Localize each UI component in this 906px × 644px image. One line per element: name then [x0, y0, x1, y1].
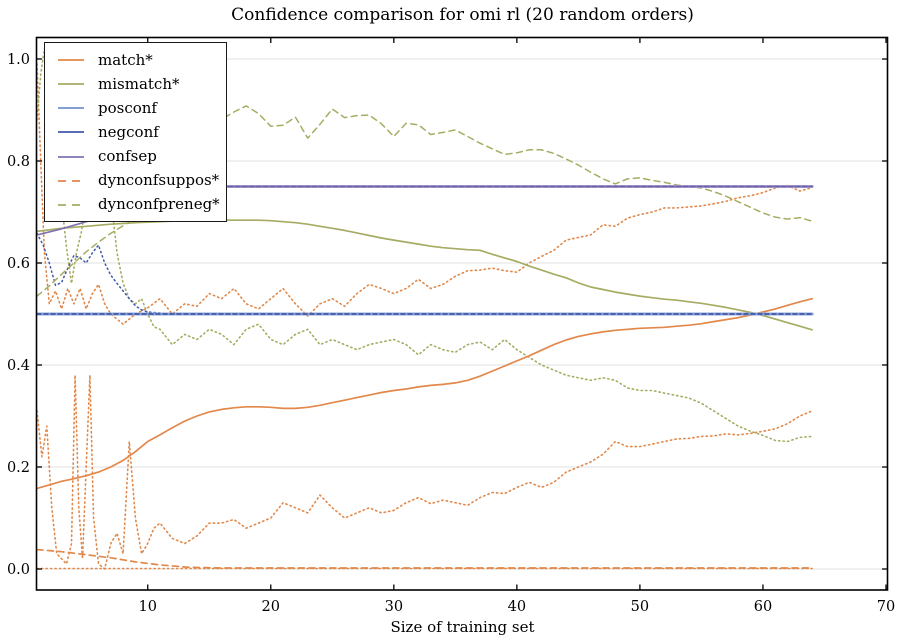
- legend-swatch-line: [58, 107, 84, 110]
- x-tick-label: 30: [385, 599, 403, 615]
- chart-title: Confidence comparison for omi rl (20 ran…: [231, 5, 694, 25]
- x-tick-label: 40: [508, 599, 526, 615]
- legend-item-confsep: confsep: [57, 145, 218, 169]
- x-tick-label: 70: [877, 599, 895, 615]
- legend: match* mismatch* posconf negconf confsep dync…: [44, 42, 227, 222]
- series-mismatch: [36, 218, 814, 331]
- series-match-lower-band: [36, 374, 813, 570]
- x-tick-label: 60: [754, 599, 772, 615]
- x-tick-label: 50: [631, 599, 649, 615]
- legend-swatch-line: [58, 204, 84, 206]
- y-tick-label: 1.0: [7, 52, 30, 68]
- legend-swatch-line: [58, 83, 84, 86]
- legend-item-negconf: negconf: [57, 120, 218, 144]
- y-tick-label: 0.2: [7, 460, 30, 476]
- y-tick-label: 0.8: [7, 154, 30, 170]
- legend-item-dynconfsuppos: dynconfsuppos*: [57, 169, 220, 193]
- legend-label: mismatch*: [98, 74, 180, 93]
- series-dynconfsuppos: [36, 548, 814, 569]
- legend-swatch-line: [58, 131, 84, 134]
- legend-label: dynconfsuppos*: [98, 171, 220, 190]
- x-tick-label: 20: [262, 599, 280, 615]
- legend-swatch-line: [58, 59, 84, 61]
- y-tick-label: 0.6: [7, 256, 30, 272]
- legend-label: dynconfpreneg*: [98, 195, 220, 214]
- series-match-upper-band: [36, 63, 813, 325]
- y-tick-label: 0.4: [7, 358, 30, 374]
- x-tick-label: 10: [139, 599, 157, 615]
- series-group: [36, 48, 814, 570]
- legend-label: confsep: [98, 147, 157, 166]
- legend-label: posconf: [98, 98, 157, 117]
- series-conf-left-band: [36, 232, 198, 315]
- series-match: [36, 297, 814, 490]
- legend-label: negconf: [98, 122, 159, 141]
- legend-item-match: match*: [57, 48, 218, 72]
- series-mismatch-band: [36, 48, 813, 443]
- legend-item-dynconfpreneg: dynconfpreneg*: [57, 193, 220, 217]
- legend-item-posconf: posconf: [57, 96, 218, 120]
- legend-swatch-line: [58, 155, 84, 158]
- x-axis-label: Size of training set: [390, 618, 535, 636]
- plot-frame: [35, 36, 889, 591]
- legend-item-mismatch: mismatch*: [57, 72, 218, 96]
- y-tick-label: 0.0: [7, 562, 30, 578]
- legend-label: match*: [98, 50, 153, 69]
- legend-swatch-line: [58, 179, 84, 182]
